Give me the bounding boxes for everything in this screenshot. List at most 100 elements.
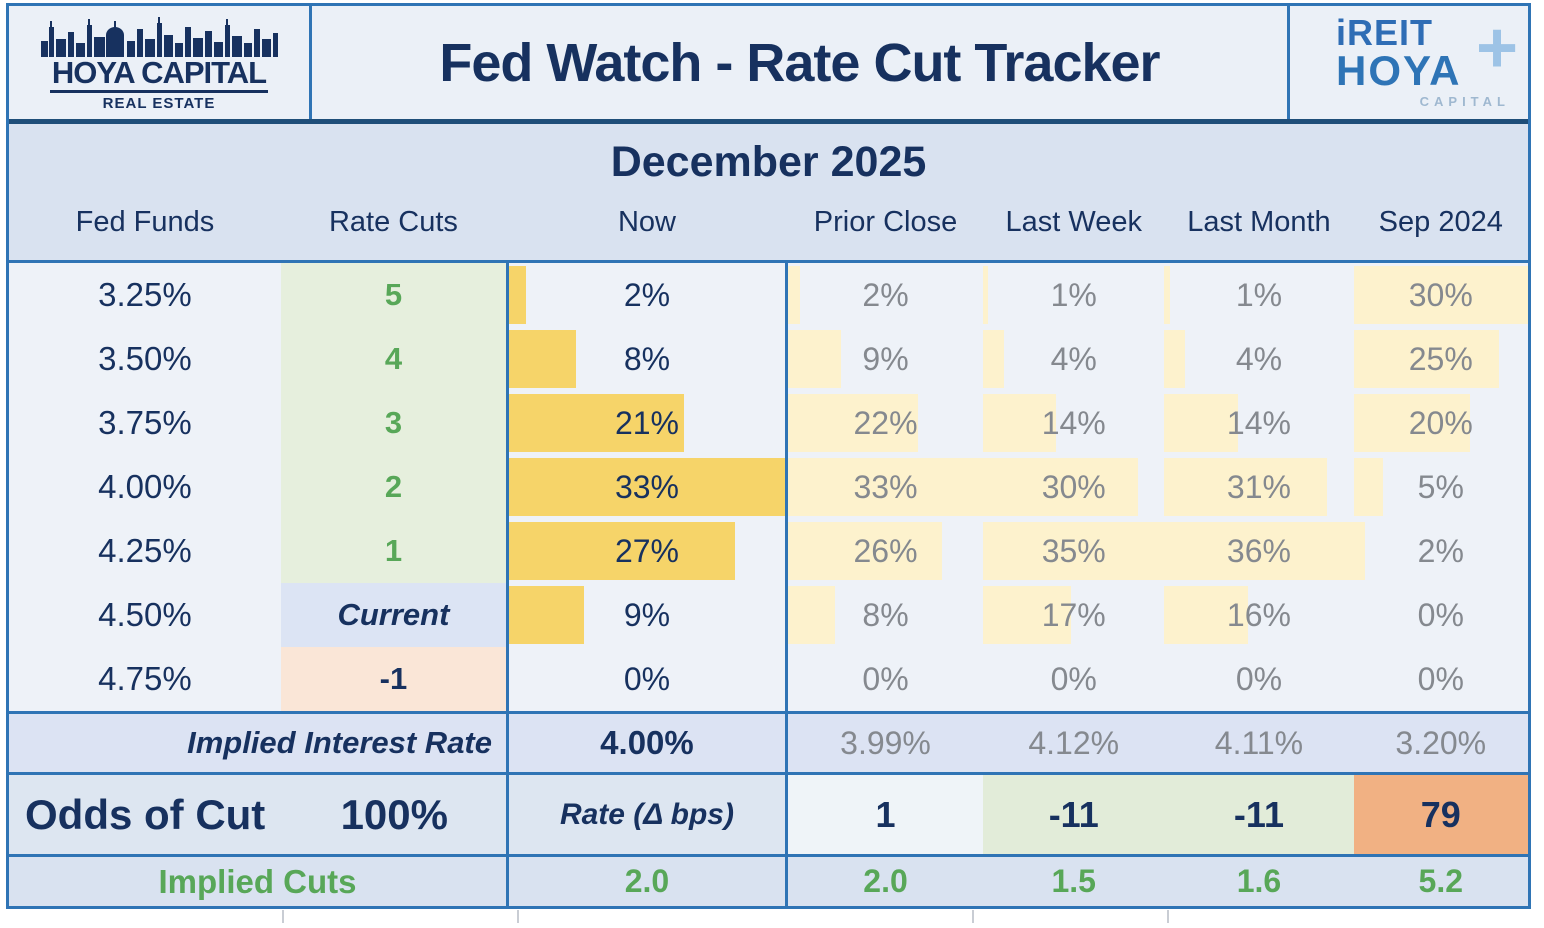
col-header-fed-funds: Fed Funds [75, 206, 215, 238]
odds-of-cut-value: 100% [340, 790, 448, 838]
fed-watch-table: HOYA CAPITAL REAL ESTATE Fed Watch - Rat… [6, 3, 1531, 909]
prior-close-probability: 0% [862, 660, 909, 697]
sep-2024-probability: 25% [1353, 327, 1528, 391]
implied-interest-rate-row: Implied Interest Rate 4.00% 3.99% 4.12% … [9, 711, 1528, 772]
prior-close-probability: 26% [787, 519, 983, 583]
data-bar [509, 586, 585, 644]
last-week-probability: 30% [983, 455, 1164, 519]
fed-funds-rate: 4.75% [98, 660, 192, 697]
odds-of-cut-row: Odds of Cut 100% Rate (Δ bps) 1 -11 -11 … [9, 772, 1528, 854]
fed-funds-rate: 4.25% [98, 532, 192, 569]
data-bar [983, 522, 1165, 580]
now-probability: 27% [506, 519, 788, 583]
data-bar [509, 522, 735, 580]
data-bar [983, 586, 1072, 644]
hoya-capital-logo: HOYA CAPITAL REAL ESTATE [9, 6, 309, 119]
implied-cuts-sep-2024: 5.2 [1418, 863, 1463, 899]
plus-icon: + [1475, 8, 1518, 88]
fed-funds-rate: 3.50% [98, 340, 192, 377]
data-bar [787, 522, 942, 580]
col-header-sep-2024: Sep 2024 [1378, 206, 1503, 238]
implied-rate-sep-2024: 3.20% [1395, 724, 1487, 761]
odds-of-cut-cell: Odds of Cut 100% [9, 775, 506, 854]
prior-close-probability: 33% [787, 455, 984, 519]
table-row: 3.50% 4 8% 9% 4% 4% 25% [9, 327, 1528, 391]
month-label: December 2025 [610, 137, 927, 186]
last-week-probability: 1% [983, 263, 1164, 327]
data-bar [983, 330, 1004, 388]
col-header-prior-close: Prior Close [813, 206, 958, 238]
implied-rate-label: Implied Interest Rate [187, 725, 492, 760]
sep-2024-probability: 2% [1353, 519, 1528, 583]
ireit-wordmark: iREIT [1336, 11, 1434, 53]
fed-funds-rate: 4.00% [98, 468, 192, 505]
data-bar [1164, 266, 1170, 324]
sep-2024-probability: 30% [1353, 263, 1528, 327]
table-row: 3.75% 3 21% 22% 14% 14% 20% [9, 391, 1528, 455]
data-bar [1164, 586, 1249, 644]
odds-of-cut-label: Odds of Cut [25, 790, 266, 838]
rate-cuts-count: -1 [280, 647, 506, 711]
col-header-now: Now [617, 206, 676, 238]
data-bar [1353, 266, 1528, 324]
prior-close-probability: 2% [787, 263, 983, 327]
data-bar [983, 394, 1056, 452]
implied-cuts-row: Implied Cuts 2.0 2.0 1.5 1.6 5.2 [9, 854, 1528, 906]
now-probability: 33% [506, 455, 788, 519]
data-bar [787, 266, 800, 324]
data-bar [983, 458, 1139, 516]
gridline-stub [972, 910, 974, 923]
implied-cuts-now: 2.0 [506, 857, 788, 906]
rate-cuts-count: 5 [280, 263, 506, 327]
last-month-probability: 36% [1164, 519, 1354, 583]
data-bar [1353, 330, 1499, 388]
fed-funds-rate: 3.25% [98, 276, 192, 313]
data-bar [787, 458, 984, 516]
last-month-probability: 1% [1164, 263, 1353, 327]
gridline-stub [1167, 910, 1169, 923]
rate-cuts-count: 1 [280, 519, 506, 583]
data-bar [1164, 394, 1238, 452]
last-month-probability: 16% [1164, 583, 1353, 647]
prior-close-probability: 8% [787, 583, 983, 647]
last-week-probability: 4% [983, 327, 1164, 391]
data-bar [509, 330, 576, 388]
data-bar [1353, 458, 1383, 516]
prior-close-probability: 9% [787, 327, 983, 391]
probability-rows: 3.25% 5 2% 2% 1% 1% 30% 3.50% 4 8% 9% 4% 4% 25% 3.75% 3… [9, 263, 1528, 711]
implied-rate-last-week: 4.12% [1028, 724, 1120, 761]
data-bar [1164, 330, 1186, 388]
fed-funds-rate: 4.50% [98, 596, 192, 633]
now-probability: 0% [506, 647, 788, 711]
table-row: 4.25% 1 27% 26% 35% 36% 2% [9, 519, 1528, 583]
sep-2024-probability: 0% [1417, 596, 1464, 633]
implied-cuts-last-month: 1.6 [1236, 863, 1282, 899]
implied-cuts-label: Implied Cuts [158, 862, 357, 900]
data-bar [1353, 522, 1366, 580]
last-week-probability: 17% [983, 583, 1164, 647]
implied-rate-prior-close: 3.99% [840, 724, 931, 761]
data-bar [1164, 458, 1328, 516]
header-band: HOYA CAPITAL REAL ESTATE Fed Watch - Rat… [9, 6, 1528, 124]
capital-wordmark: CAPITAL [1419, 94, 1510, 110]
page-title: Fed Watch - Rate Cut Tracker [439, 32, 1160, 93]
month-band: December 2025 [9, 124, 1528, 200]
city-skyline-icon [39, 17, 279, 58]
sep-2024-probability: 20% [1353, 391, 1528, 455]
now-probability: 9% [506, 583, 788, 647]
last-week-probability: 35% [983, 519, 1165, 583]
rate-delta-sep-2024: 79 [1353, 775, 1528, 854]
rate-delta-prior-close: 1 [787, 775, 984, 854]
implied-cuts-last-week: 1.5 [1051, 863, 1096, 899]
col-header-last-month: Last Month [1187, 206, 1331, 238]
table-row: 4.50% Current 9% 8% 17% 16% 0% [9, 583, 1528, 647]
now-probability: 8% [506, 327, 788, 391]
implied-rate-now: 4.00% [506, 714, 788, 772]
sep-2024-probability: 0% [1417, 660, 1464, 697]
prior-close-probability: 22% [787, 391, 983, 455]
rate-delta-label: Rate (Δ bps) [506, 775, 788, 854]
table-row: 4.00% 2 33% 33% 30% 31% 5% [9, 455, 1528, 519]
last-week-probability: 14% [983, 391, 1164, 455]
gridline-stub [282, 910, 284, 923]
column-header-row: Fed Funds Rate Cuts Now Prior Close Last… [9, 200, 1528, 263]
